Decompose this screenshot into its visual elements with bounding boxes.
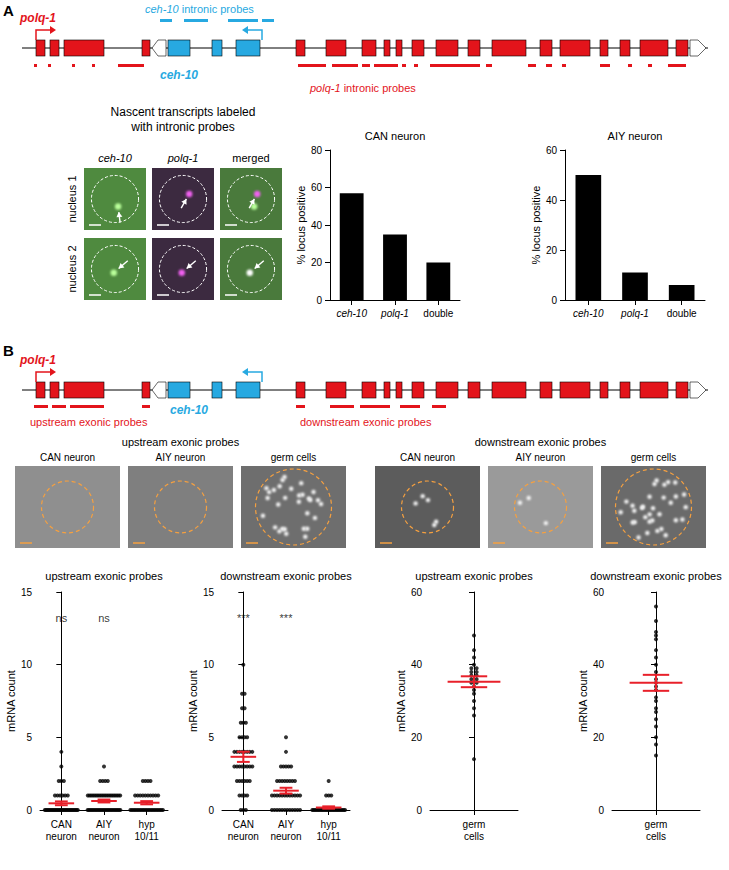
- svg-text:***: ***: [280, 612, 294, 624]
- svg-text:germ cells: germ cells: [271, 452, 317, 463]
- svg-text:ceh-10: ceh-10: [160, 68, 198, 82]
- svg-text:neuron: neuron: [228, 831, 259, 842]
- svg-text:hyp: hyp: [321, 819, 338, 830]
- svg-text:15: 15: [203, 587, 215, 598]
- svg-text:40: 40: [411, 659, 423, 670]
- svg-text:polq-1: polq-1: [620, 308, 649, 319]
- svg-text:neuron: neuron: [88, 831, 119, 842]
- svg-text:10: 10: [203, 659, 215, 670]
- svg-text:0: 0: [416, 805, 422, 816]
- svg-text:% locus positive: % locus positive: [295, 186, 307, 265]
- svg-text:mRNA count: mRNA count: [395, 670, 407, 732]
- svg-text:20: 20: [411, 732, 423, 743]
- svg-text:neuron: neuron: [270, 831, 301, 842]
- svg-text:20: 20: [311, 257, 323, 268]
- svg-text:cells: cells: [646, 831, 666, 842]
- svg-text:CAN neuron: CAN neuron: [40, 452, 95, 463]
- svg-text:0: 0: [316, 295, 322, 306]
- svg-text:0: 0: [26, 805, 32, 816]
- svg-text:40: 40: [311, 220, 323, 231]
- svg-text:germ: germ: [645, 819, 668, 830]
- svg-text:ceh-10: ceh-10: [170, 403, 208, 417]
- svg-text:mRNA count: mRNA count: [5, 670, 17, 732]
- svg-text:% locus positive: % locus positive: [530, 186, 542, 265]
- svg-text:60: 60: [311, 182, 323, 193]
- svg-text:CAN: CAN: [51, 819, 72, 830]
- svg-text:polq-1: polq-1: [19, 353, 56, 367]
- svg-text:mRNA count: mRNA count: [187, 670, 199, 732]
- svg-text:AIY: AIY: [278, 819, 294, 830]
- svg-text:neuron: neuron: [46, 831, 77, 842]
- svg-text:40: 40: [546, 195, 558, 206]
- svg-text:CAN neuron: CAN neuron: [400, 452, 455, 463]
- svg-text:upstream exonic probes: upstream exonic probes: [30, 416, 148, 428]
- svg-text:20: 20: [546, 245, 558, 256]
- svg-text:CAN neuron: CAN neuron: [365, 130, 426, 142]
- svg-text:B: B: [3, 342, 14, 359]
- svg-text:double: double: [667, 308, 697, 319]
- svg-text:0: 0: [598, 805, 604, 816]
- svg-text:ceh-10: ceh-10: [98, 152, 133, 164]
- svg-text:60: 60: [411, 587, 423, 598]
- svg-text:polq-1 intronic probes: polq-1 intronic probes: [309, 82, 416, 94]
- svg-text:CAN: CAN: [233, 819, 254, 830]
- svg-text:0: 0: [551, 295, 557, 306]
- svg-text:downstream exonic probes: downstream exonic probes: [300, 416, 432, 428]
- svg-text:upstream exonic probes: upstream exonic probes: [415, 570, 533, 582]
- svg-text:downstream exonic probes: downstream exonic probes: [590, 570, 722, 582]
- svg-text:AIY neuron: AIY neuron: [516, 452, 566, 463]
- svg-text:polq-1: polq-1: [19, 11, 56, 25]
- svg-text:merged: merged: [232, 152, 269, 164]
- svg-text:upstream exonic probes: upstream exonic probes: [122, 436, 240, 448]
- svg-text:ceh-10: ceh-10: [336, 308, 367, 319]
- svg-text:10/11: 10/11: [317, 831, 342, 842]
- svg-text:germ cells: germ cells: [631, 452, 677, 463]
- svg-text:0: 0: [208, 805, 214, 816]
- svg-text:5: 5: [208, 732, 214, 743]
- svg-text:20: 20: [593, 732, 605, 743]
- svg-text:AIY neuron: AIY neuron: [156, 452, 206, 463]
- svg-text:upstream exonic probes: upstream exonic probes: [45, 570, 163, 582]
- svg-text:mRNA count: mRNA count: [577, 670, 589, 732]
- svg-text:nucleus 2: nucleus 2: [66, 245, 78, 292]
- svg-text:downstream exonic probes: downstream exonic probes: [475, 436, 607, 448]
- svg-text:ns: ns: [98, 612, 110, 624]
- svg-text:60: 60: [593, 587, 605, 598]
- svg-text:15: 15: [21, 587, 33, 598]
- svg-text:polq-1: polq-1: [380, 308, 409, 319]
- svg-text:nucleus 1: nucleus 1: [66, 175, 78, 222]
- svg-text:cells: cells: [464, 831, 484, 842]
- svg-text:ceh-10: ceh-10: [573, 308, 604, 319]
- svg-text:ns: ns: [56, 612, 68, 624]
- svg-text:Nascent transcripts labeled: Nascent transcripts labeled: [111, 105, 256, 119]
- svg-text:5: 5: [26, 732, 32, 743]
- svg-text:AIY: AIY: [96, 819, 112, 830]
- svg-text:polq-1: polq-1: [167, 152, 199, 164]
- svg-text:downstream exonic probes: downstream exonic probes: [220, 570, 352, 582]
- svg-text:ceh-10 intronic probes: ceh-10 intronic probes: [145, 3, 254, 15]
- svg-text:germ: germ: [463, 819, 486, 830]
- svg-text:10/11: 10/11: [135, 831, 160, 842]
- svg-text:with intronic probes: with intronic probes: [130, 120, 234, 134]
- svg-text:***: ***: [237, 612, 251, 624]
- svg-text:60: 60: [546, 145, 558, 156]
- svg-text:hyp: hyp: [139, 819, 156, 830]
- svg-text:80: 80: [311, 145, 323, 156]
- svg-text:40: 40: [593, 659, 605, 670]
- svg-text:AIY neuron: AIY neuron: [608, 130, 663, 142]
- svg-text:double: double: [423, 308, 453, 319]
- svg-text:A: A: [3, 2, 14, 19]
- svg-text:10: 10: [21, 659, 33, 670]
